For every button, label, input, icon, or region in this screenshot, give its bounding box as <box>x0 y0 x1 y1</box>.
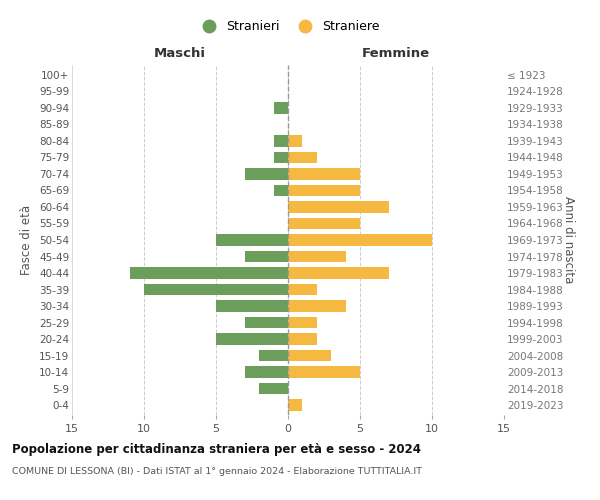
Y-axis label: Anni di nascita: Anni di nascita <box>562 196 575 284</box>
Bar <box>288 317 317 328</box>
Bar <box>274 184 288 196</box>
Bar <box>288 152 317 163</box>
Bar <box>274 152 288 163</box>
Bar <box>259 383 288 394</box>
Text: COMUNE DI LESSONA (BI) - Dati ISTAT al 1° gennaio 2024 - Elaborazione TUTTITALIA: COMUNE DI LESSONA (BI) - Dati ISTAT al 1… <box>12 468 422 476</box>
Bar <box>288 300 346 312</box>
Bar <box>216 234 288 246</box>
Bar <box>288 267 389 279</box>
Legend: Stranieri, Straniere: Stranieri, Straniere <box>191 15 385 38</box>
Text: Maschi: Maschi <box>154 47 206 60</box>
Bar <box>245 366 288 378</box>
Bar <box>288 168 360 179</box>
Bar <box>274 102 288 114</box>
Bar <box>259 350 288 362</box>
Bar <box>288 400 302 411</box>
Bar <box>288 184 360 196</box>
Bar <box>216 300 288 312</box>
Bar <box>288 234 432 246</box>
Y-axis label: Fasce di età: Fasce di età <box>20 205 34 275</box>
Bar <box>288 350 331 362</box>
Bar <box>288 250 346 262</box>
Bar <box>288 218 360 230</box>
Bar <box>288 135 302 146</box>
Bar <box>144 284 288 296</box>
Bar <box>245 168 288 179</box>
Text: Femmine: Femmine <box>362 47 430 60</box>
Bar <box>288 366 360 378</box>
Text: Popolazione per cittadinanza straniera per età e sesso - 2024: Popolazione per cittadinanza straniera p… <box>12 442 421 456</box>
Bar <box>288 334 317 345</box>
Bar <box>245 317 288 328</box>
Bar <box>130 267 288 279</box>
Bar <box>274 135 288 146</box>
Bar <box>288 201 389 213</box>
Bar <box>245 250 288 262</box>
Bar <box>216 334 288 345</box>
Bar <box>288 284 317 296</box>
